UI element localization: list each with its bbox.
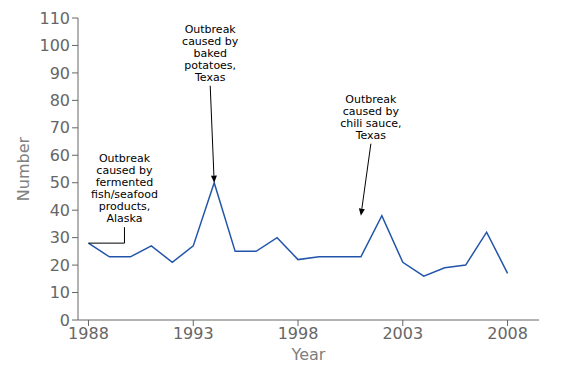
svg-text:100: 100	[39, 36, 70, 55]
svg-text:50: 50	[50, 173, 70, 192]
svg-text:80: 80	[50, 91, 70, 110]
svg-text:90: 90	[50, 64, 70, 83]
svg-text:1993: 1993	[173, 324, 214, 343]
svg-text:10: 10	[50, 283, 70, 302]
svg-text:20: 20	[50, 256, 70, 275]
svg-text:1998: 1998	[278, 324, 319, 343]
svg-text:70: 70	[50, 118, 70, 137]
svg-text:110: 110	[39, 9, 70, 28]
svg-text:40: 40	[50, 201, 70, 220]
svg-text:1988: 1988	[68, 324, 109, 343]
svg-text:Outbreakcaused bychili sauce,T: Outbreakcaused bychili sauce,Texas	[340, 93, 401, 142]
svg-text:Number: Number	[14, 136, 33, 201]
svg-text:30: 30	[50, 228, 70, 247]
svg-text:0: 0	[60, 311, 70, 330]
svg-text:Year: Year	[291, 345, 326, 364]
svg-text:Outbreakcaused byfermentedfish: Outbreakcaused byfermentedfish/seafoodpr…	[91, 152, 158, 225]
svg-text:Outbreakcaused bybakedpotatoes: Outbreakcaused bybakedpotatoes,Texas	[182, 23, 239, 84]
svg-text:2003: 2003	[382, 324, 423, 343]
svg-text:60: 60	[50, 146, 70, 165]
svg-text:2008: 2008	[487, 324, 528, 343]
